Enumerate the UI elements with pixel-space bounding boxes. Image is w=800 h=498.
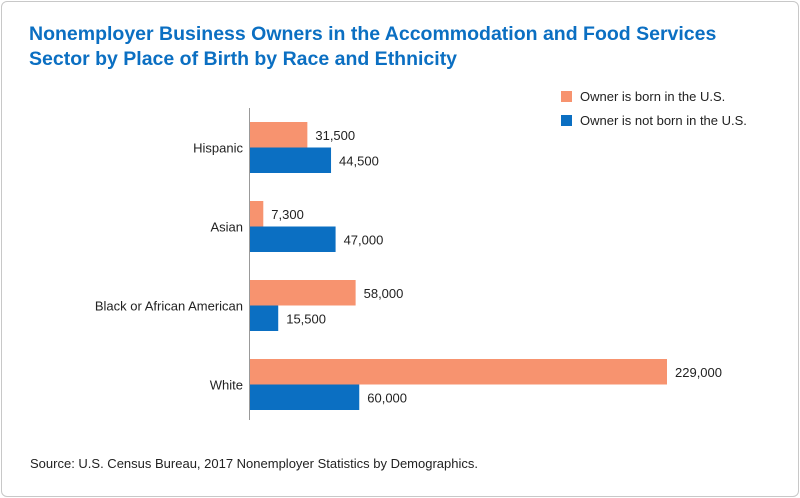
- category-label-asian: Asian: [210, 220, 243, 235]
- bar-hispanic-born-us: [250, 122, 308, 148]
- bar-black-or-african-american-not-born-us: [250, 305, 279, 331]
- bar-white-not-born-us: [250, 384, 360, 410]
- legend-label-not-born-us: Owner is not born in the U.S.: [580, 113, 747, 128]
- value-label-hispanic-born-us: 31,500: [315, 128, 355, 143]
- value-label-hispanic-not-born-us: 44,500: [339, 153, 379, 168]
- source-note: Source: U.S. Census Bureau, 2017 Nonempl…: [30, 456, 478, 471]
- category-label-hispanic: Hispanic: [193, 141, 243, 156]
- bar-hispanic-not-born-us: [250, 147, 332, 173]
- bar-white-born-us: [250, 359, 667, 385]
- legend-swatch-born-us: [561, 91, 572, 102]
- bars: Hispanic 31,500 44,500 Asian 7,300 47,000 Blac…: [95, 122, 722, 410]
- category-label-white: White: [210, 378, 243, 393]
- value-label-white-born-us: 229,000: [675, 365, 722, 380]
- chart-title: Nonemployer Business Owners in the Accom…: [29, 23, 717, 70]
- bar-asian-not-born-us: [250, 226, 336, 252]
- value-label-white-not-born-us: 60,000: [367, 390, 407, 405]
- legend-label-born-us: Owner is born in the U.S.: [580, 89, 725, 104]
- bar-asian-born-us: [250, 201, 264, 227]
- value-label-black-or-african-american-born-us: 58,000: [364, 286, 404, 301]
- legend-swatch-not-born-us: [561, 115, 572, 126]
- legend: Owner is born in the U.S. Owner is not bo…: [561, 89, 747, 128]
- value-label-black-or-african-american-not-born-us: 15,500: [286, 311, 326, 326]
- value-label-asian-not-born-us: 47,000: [344, 232, 384, 247]
- bar-black-or-african-american-born-us: [250, 280, 356, 306]
- category-label-black-or-african-american: Black or African American: [95, 299, 243, 314]
- value-label-asian-born-us: 7,300: [271, 207, 304, 222]
